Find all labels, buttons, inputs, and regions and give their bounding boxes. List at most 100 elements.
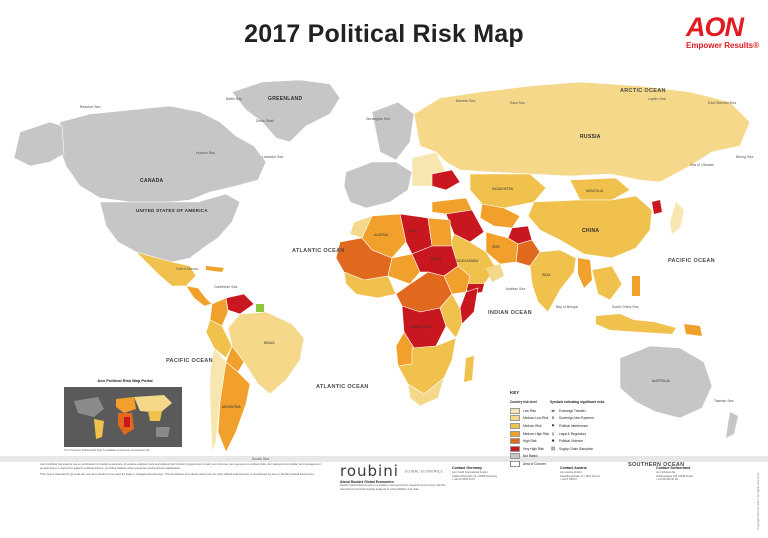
oman bbox=[486, 264, 504, 282]
key-swatch bbox=[510, 460, 520, 467]
key-row: Very High Risk bbox=[510, 445, 549, 453]
key-label: Low Risk bbox=[523, 408, 536, 413]
key-label: Exchange Transfer bbox=[559, 408, 586, 413]
country-label: IRAN bbox=[492, 245, 500, 249]
country-label: CONGO (DRC) bbox=[410, 325, 432, 329]
supply-chain-icon: ⛓ bbox=[550, 445, 556, 451]
contact-line: Caffamacherreihe 16 | 20355 Hamburg bbox=[452, 474, 497, 478]
key-label: Not Rated bbox=[523, 454, 538, 459]
key-label: Political Violence bbox=[559, 439, 584, 444]
chile bbox=[209, 347, 227, 453]
usa bbox=[99, 193, 241, 263]
country-label: SUDAN bbox=[430, 257, 442, 261]
sea-label: Scotia Sea bbox=[252, 457, 269, 461]
interference-icon: ⚑ bbox=[551, 422, 555, 428]
inset-map-image bbox=[64, 387, 182, 447]
inset-map-svg bbox=[64, 387, 182, 447]
key-swatch bbox=[510, 438, 520, 445]
contact-line: Geiselbergstraße 17 | 1110 Vienna bbox=[560, 474, 600, 478]
australia bbox=[619, 345, 713, 419]
indonesia bbox=[596, 314, 676, 334]
key-row: Medium-High Risk bbox=[510, 430, 549, 438]
copyright: Copyright Aon plc 2017. All rights reser… bbox=[756, 472, 760, 530]
sea-label: Labrador Sea bbox=[262, 155, 283, 159]
country-label: LIBYA bbox=[408, 229, 418, 233]
sea-label: Hudson Bay bbox=[196, 151, 215, 155]
sea-label: Laptev Sea bbox=[648, 97, 666, 101]
alaska bbox=[13, 121, 65, 167]
key-row: High Risk bbox=[510, 437, 549, 445]
key-swatch bbox=[510, 453, 520, 460]
greenland bbox=[231, 79, 341, 143]
country-label: SAUDI ARABIA bbox=[456, 259, 479, 263]
key-label: Very High Risk bbox=[523, 446, 544, 451]
sea-label: Arabian Sea bbox=[506, 287, 525, 291]
china bbox=[527, 195, 653, 259]
country-label: ALGERIA bbox=[374, 233, 389, 237]
key-label: Legal & Regulatory bbox=[559, 431, 587, 436]
key-swatch bbox=[510, 407, 520, 414]
new-zealand bbox=[726, 412, 738, 438]
key-label: Medium-High Risk bbox=[523, 431, 550, 436]
aon-logo-mark: AON bbox=[686, 12, 744, 42]
key-country-risk-title: Country risk level bbox=[510, 400, 537, 404]
contact-line: Aon Schweiz AG bbox=[656, 471, 676, 474]
somalia bbox=[459, 287, 479, 325]
country-label: ARGENTINA bbox=[222, 405, 241, 409]
mongolia bbox=[569, 177, 631, 201]
ocean-label: ATLANTIC OCEAN bbox=[292, 248, 345, 254]
key-title: KEY bbox=[510, 390, 520, 395]
ukraine bbox=[431, 169, 461, 191]
north-korea bbox=[652, 200, 662, 214]
ocean-label: PACIFIC OCEAN bbox=[166, 358, 213, 364]
key-label: Medium-Low Risk bbox=[523, 416, 549, 421]
kazakhstan bbox=[469, 173, 547, 209]
ocean-label: ARCTIC OCEAN bbox=[620, 88, 666, 94]
ocean-label: ATLANTIC OCEAN bbox=[316, 384, 369, 390]
key-label: Area of Concern bbox=[523, 461, 547, 466]
key-row: ⇄ Exchange Transfer bbox=[550, 407, 604, 415]
east-africa bbox=[439, 293, 463, 339]
legal-icon: § bbox=[551, 430, 555, 436]
roubini-block: roubini GLOBAL ECONOMICS About Roubini G… bbox=[340, 462, 450, 491]
key-label: Supply Chain Disruption bbox=[559, 446, 594, 451]
disclaimer-paragraph: This map is intended for general use onl… bbox=[40, 472, 315, 476]
key-row: ✸ Political Violence bbox=[550, 437, 604, 445]
brazil bbox=[227, 311, 305, 395]
colombia bbox=[209, 297, 229, 327]
sea-label: Tasman Sea bbox=[714, 399, 734, 403]
key-row: Medium-Low Risk bbox=[510, 415, 549, 423]
sea-label: Beaufort Sea bbox=[80, 105, 100, 109]
india bbox=[529, 249, 577, 313]
sea-label: Sea of Okhotsk bbox=[690, 163, 714, 167]
canada bbox=[57, 105, 267, 203]
key-label: Medium Risk bbox=[523, 423, 542, 428]
venezuela bbox=[225, 293, 255, 315]
antarctica bbox=[0, 456, 768, 462]
philippines bbox=[632, 276, 640, 296]
contact-line: t +49 40 3605-3172 bbox=[452, 478, 475, 482]
country-label: INDIA bbox=[542, 273, 551, 277]
key-swatch bbox=[510, 430, 520, 437]
sahel-central bbox=[387, 253, 421, 285]
ocean-label-southern: SOUTHERN OCEAN bbox=[628, 462, 685, 468]
ocean-label: INDIAN OCEAN bbox=[488, 310, 532, 316]
sea-label: Barents Sea bbox=[456, 99, 475, 103]
contact-line: t +41 58 266 00 00 bbox=[656, 478, 678, 482]
key-label: High Risk bbox=[523, 439, 537, 444]
roubini-logo-caption: GLOBAL ECONOMICS bbox=[404, 469, 443, 474]
south-africa bbox=[407, 377, 445, 407]
map-key: KEY Country risk level Low Risk Medium-L… bbox=[510, 390, 650, 467]
contact-line: Aon Credit International GmbH bbox=[452, 471, 488, 474]
key-row: ⚑ Political Interference bbox=[550, 422, 604, 430]
key-row: $ Sovereign Non-Payment bbox=[550, 415, 604, 423]
aon-tagline: Empower Results® bbox=[686, 41, 760, 50]
key-row: Area of Concern bbox=[510, 460, 549, 468]
sea-label: Caribbean Sea bbox=[214, 285, 237, 289]
sea-label: Gulf of Mexico bbox=[176, 267, 198, 271]
country-label: GREENLAND bbox=[268, 96, 302, 102]
central-asia bbox=[479, 203, 521, 229]
sea-label: East Siberian Sea bbox=[708, 101, 736, 105]
roubini-logo: roubini GLOBAL ECONOMICS bbox=[340, 462, 450, 480]
contact-austria: Contact Austria Aon Austria GmbH Geiselb… bbox=[560, 466, 670, 482]
